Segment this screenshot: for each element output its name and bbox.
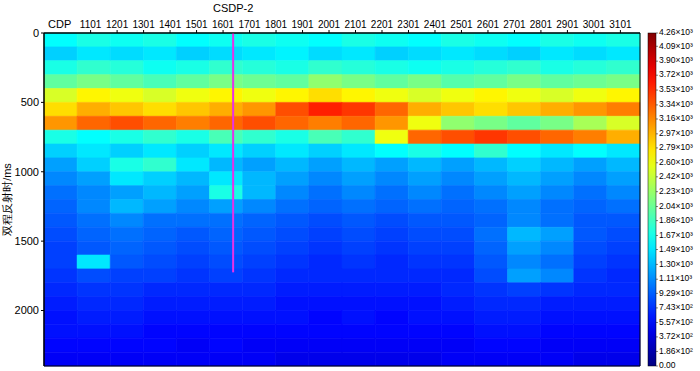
svg-text:2001: 2001 [318,19,341,30]
svg-text:CSDP-2: CSDP-2 [213,2,253,14]
svg-text:9.29×10²: 9.29×10² [659,288,693,298]
svg-text:5.57×10²: 5.57×10² [659,317,693,327]
svg-text:2.79×10³: 2.79×10³ [659,142,693,152]
svg-text:2000: 2000 [15,304,39,316]
svg-text:1.49×10³: 1.49×10³ [659,244,693,254]
svg-text:7.43×10²: 7.43×10² [659,302,693,312]
svg-text:1301: 1301 [132,19,155,30]
svg-text:2.04×10³: 2.04×10³ [659,201,693,211]
svg-text:1401: 1401 [159,19,182,30]
svg-text:2.23×10³: 2.23×10³ [659,186,693,196]
svg-text:1000: 1000 [15,166,39,178]
svg-text:4.26×10³: 4.26×10³ [659,27,693,37]
svg-text:双程反射时/ms: 双程反射时/ms [1,163,13,236]
svg-text:1701: 1701 [238,19,261,30]
svg-text:2701: 2701 [503,19,526,30]
svg-text:1501: 1501 [185,19,208,30]
svg-text:1.11×10³: 1.11×10³ [659,273,692,283]
svg-text:2101: 2101 [344,19,367,30]
svg-text:1.67×10³: 1.67×10³ [659,230,693,240]
svg-text:2501: 2501 [450,19,473,30]
svg-text:3.72×10²: 3.72×10² [659,331,693,341]
svg-text:1.86×10³: 1.86×10³ [659,215,693,225]
svg-text:2801: 2801 [530,19,553,30]
svg-text:2601: 2601 [477,19,500,30]
svg-text:2.97×10³: 2.97×10³ [659,128,693,138]
svg-text:2901: 2901 [556,19,579,30]
svg-text:1801: 1801 [265,19,288,30]
svg-text:CDP: CDP [48,18,71,30]
svg-text:500: 500 [21,96,39,108]
svg-text:1201: 1201 [106,19,129,30]
svg-text:1901: 1901 [291,19,314,30]
svg-text:3.53×10³: 3.53×10³ [659,84,693,94]
svg-text:3.16×10³: 3.16×10³ [659,113,693,123]
svg-text:2201: 2201 [371,19,394,30]
svg-text:1101: 1101 [80,19,102,30]
svg-text:3.72×10³: 3.72×10³ [659,69,693,79]
svg-text:1.30×10³: 1.30×10³ [659,259,693,269]
svg-text:2.42×10³: 2.42×10³ [659,171,693,181]
svg-text:1500: 1500 [15,235,39,247]
svg-text:2401: 2401 [424,19,447,30]
svg-text:1.86×10²: 1.86×10² [659,346,693,356]
svg-text:3001: 3001 [583,19,606,30]
svg-text:0.00: 0.00 [659,360,676,370]
svg-text:3101: 3101 [609,19,632,30]
svg-text:3.90×10³: 3.90×10³ [659,55,693,65]
svg-text:0: 0 [33,27,39,39]
svg-text:1601: 1601 [212,19,235,30]
svg-text:2.60×10³: 2.60×10³ [659,157,693,167]
svg-text:2301: 2301 [397,19,420,30]
svg-text:4.09×10³: 4.09×10³ [659,41,693,51]
svg-text:3.34×10³: 3.34×10³ [659,99,693,109]
